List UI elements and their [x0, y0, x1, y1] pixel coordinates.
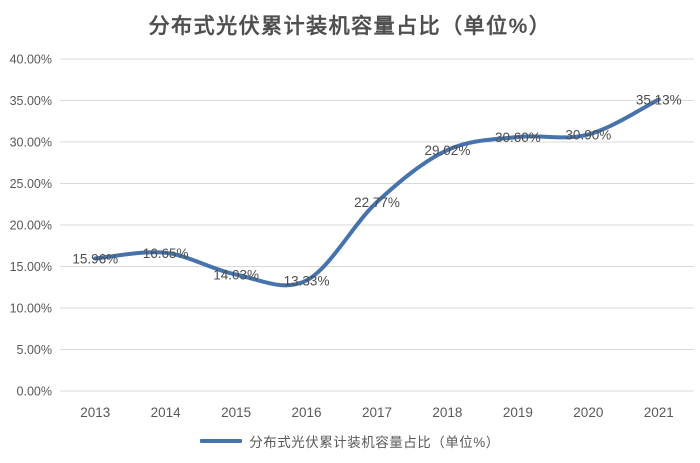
x-axis-tick-label: 2016: [292, 405, 322, 420]
y-axis-tick-label: 30.00%: [10, 136, 52, 150]
y-axis-tick-label: 20.00%: [10, 219, 52, 233]
y-axis-tick-label: 0.00%: [17, 385, 52, 399]
x-axis-tick-label: 2021: [644, 405, 674, 420]
x-axis-tick-label: 2017: [362, 405, 392, 420]
y-axis-tick-label: 35.00%: [10, 94, 52, 108]
x-axis-tick-labels: 2013 2014 2015 2016 2017 2018 2019 2020 2021: [80, 405, 674, 420]
data-point-label: 15.96%: [72, 252, 118, 267]
data-point-label: 30.90%: [565, 128, 611, 143]
x-axis-tick-label: 2020: [573, 405, 603, 420]
data-point-label: 22.77%: [354, 195, 400, 210]
x-axis-tick-label: 2014: [151, 405, 182, 420]
y-axis-tick-label: 40.00%: [10, 53, 52, 67]
chart-title: 分布式光伏累计装机容量占比（单位%）: [148, 15, 552, 38]
data-point-label: 13.33%: [284, 273, 330, 288]
legend-label: 分布式光伏累计装机容量占比（单位%）: [249, 435, 500, 450]
y-axis-tick-label: 10.00%: [10, 302, 52, 316]
x-axis-tick-label: 2013: [80, 405, 110, 420]
x-axis-tick-label: 2018: [432, 405, 462, 420]
y-axis-tick-labels: 40.00% 35.00% 30.00% 25.00% 20.00% 15.00% 10.0…: [10, 53, 52, 399]
series-line: [93, 97, 661, 288]
x-axis-tick-label: 2019: [503, 405, 533, 420]
y-axis-tick-label: 5.00%: [17, 343, 52, 357]
data-point-label: 29.02%: [425, 143, 471, 158]
x-axis-tick-label: 2015: [221, 405, 251, 420]
data-point-label: 16.65%: [143, 246, 189, 261]
data-point-label: 14.03%: [213, 268, 259, 283]
legend: 分布式光伏累计装机容量占比（单位%）: [0, 431, 700, 451]
series-line-group: [93, 97, 661, 288]
legend-line-swatch: [200, 439, 243, 443]
data-point-label: 35.13%: [636, 92, 682, 107]
y-axis-tick-label: 15.00%: [10, 260, 52, 274]
gridlines: [60, 58, 694, 392]
data-point-label: 30.60%: [495, 130, 541, 145]
data-point-labels: 15.96% 16.65% 14.03% 13.33% 22.77% 29.02% 30.6…: [72, 92, 681, 288]
y-axis-tick-label: 25.00%: [10, 177, 52, 191]
